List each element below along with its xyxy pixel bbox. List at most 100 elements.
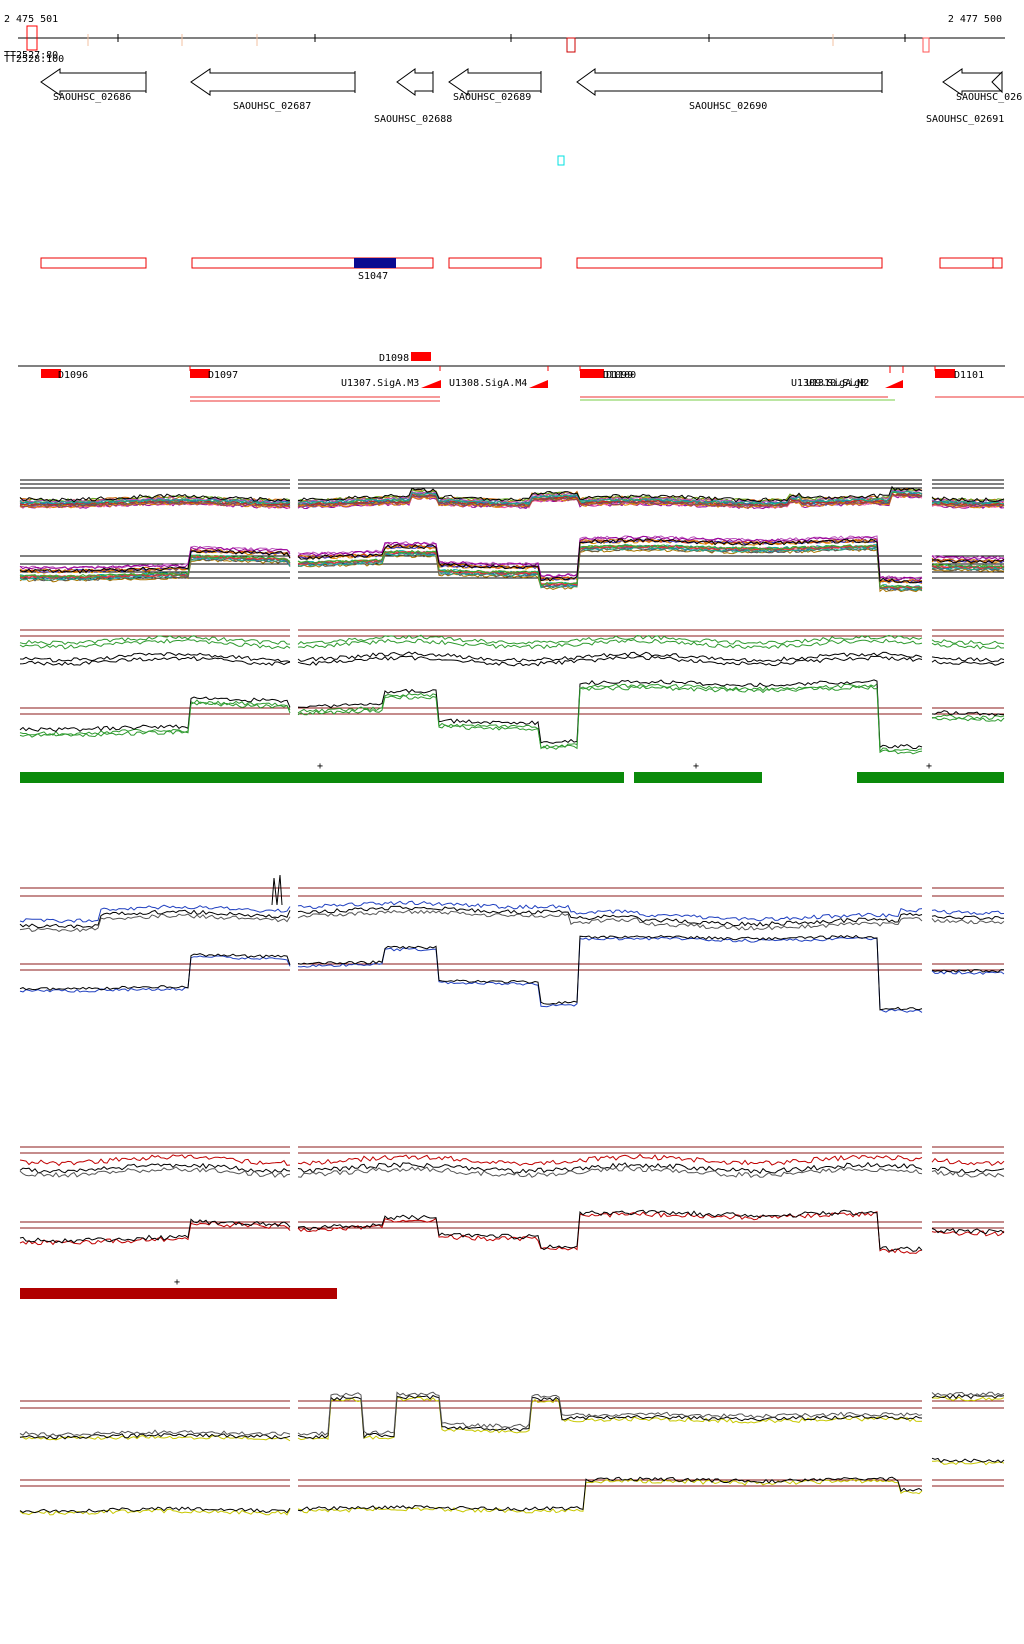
signal-trace <box>931 1170 1005 1178</box>
signal-trace <box>297 490 923 505</box>
signal-trace <box>297 1478 923 1514</box>
ruler-highlight <box>26 25 38 51</box>
feature-track: D1098 D1096 D1097 U1307.SigA.M3 U1308.Si… <box>18 352 1024 402</box>
overlap-label: TT2527:80 <box>4 50 58 61</box>
signal-trace <box>297 544 922 589</box>
feature-block[interactable] <box>580 369 604 378</box>
signal-trace <box>19 913 291 933</box>
signal-trace <box>297 685 923 755</box>
signal-trace <box>19 652 291 663</box>
gene-label: SAOUHSC_02690 <box>689 101 767 112</box>
signal-trace <box>19 638 291 650</box>
signal-trace <box>297 651 923 663</box>
gene-arrow[interactable] <box>40 68 147 96</box>
feature-label: U1310.SigB <box>806 378 866 389</box>
gene-arrow[interactable] <box>190 68 356 96</box>
feature-label: U1308.SigA.M4 <box>449 378 527 389</box>
signal-trace <box>931 1228 1005 1235</box>
signal-trace <box>932 1166 1005 1174</box>
annotation-bars: + + + + <box>20 761 1004 1299</box>
signal-trace <box>931 568 1005 573</box>
track-green <box>19 629 1005 755</box>
signal-trace <box>19 635 291 646</box>
gene-arrow[interactable] <box>576 68 883 96</box>
annotation-bar-green[interactable] <box>20 772 624 783</box>
signal-trace <box>931 1393 1005 1400</box>
signal-trace <box>931 502 1005 508</box>
signal-trace <box>931 909 1005 915</box>
gene-arrow[interactable] <box>942 68 1003 96</box>
ruler-highlight <box>566 37 576 53</box>
signal-trace <box>931 564 1005 569</box>
segment-block[interactable] <box>354 258 396 268</box>
signal-trace <box>297 535 923 581</box>
promoter-marker[interactable] <box>885 380 903 388</box>
signal-trace <box>19 498 291 505</box>
signal-trace <box>297 1211 923 1254</box>
signal-trace <box>297 655 923 667</box>
signal-trace <box>931 555 1005 559</box>
signal-trace <box>19 696 291 732</box>
transcript-box[interactable] <box>448 257 542 269</box>
gene-track: SAOUHSC_02686 SAOUHSC_02687 SAOUHSC_0268… <box>40 68 1022 125</box>
signal-trace <box>931 714 1005 720</box>
signal-trace <box>19 501 291 509</box>
signal-trace <box>931 918 1005 925</box>
feature-label: D1099 <box>603 370 633 381</box>
gene-label: SAOUHSC_02689 <box>453 92 531 103</box>
segment-label: S1047 <box>358 271 388 282</box>
transcript-box[interactable] <box>576 257 883 269</box>
feature-block[interactable] <box>190 369 210 378</box>
feature-block[interactable] <box>935 369 955 378</box>
signal-trace <box>297 485 923 503</box>
signal-trace <box>19 656 291 666</box>
gene-label: SAOUHSC_02688 <box>374 114 452 125</box>
track-multi <box>19 479 1005 593</box>
track-blue <box>19 874 1005 1013</box>
ruler-end-label: 2 477 500 <box>948 14 1002 25</box>
signal-trace <box>297 1166 923 1178</box>
feature-label: D1096 <box>58 370 88 381</box>
signal-trace <box>297 634 923 645</box>
signal-trace <box>931 1457 1005 1464</box>
transcript-box[interactable] <box>191 257 434 269</box>
signal-trace <box>931 639 1005 646</box>
annotation-bar-green[interactable] <box>634 772 762 783</box>
signal-trace <box>19 548 291 573</box>
signal-trace <box>931 558 1005 564</box>
ruler-start-label: 2 475 501 <box>4 14 58 25</box>
signal-trace <box>19 1154 291 1167</box>
annotation-bar-red[interactable] <box>20 1288 337 1299</box>
gene-arrow[interactable] <box>448 68 542 96</box>
signal-trace <box>297 538 923 584</box>
signal-trace <box>297 934 923 1011</box>
signal-trace <box>19 1506 291 1514</box>
signal-trace <box>19 955 291 993</box>
signal-trace <box>297 1476 923 1512</box>
plus-marker: + <box>174 1277 180 1288</box>
signal-trace <box>297 1394 923 1440</box>
signal-trace <box>19 493 291 503</box>
plus-marker: + <box>926 761 932 772</box>
feature-block[interactable] <box>411 352 431 361</box>
plus-marker: + <box>317 761 323 772</box>
segment-track: S1047 <box>40 257 1003 282</box>
gene-arrow[interactable] <box>396 68 434 96</box>
feature-label: U1309.SigA.M2 <box>791 378 869 389</box>
annotation-bar-green[interactable] <box>857 772 1004 783</box>
signal-trace <box>19 1218 291 1244</box>
signal-trace <box>19 909 291 929</box>
promoter-marker[interactable] <box>421 380 441 388</box>
promoter-marker[interactable] <box>529 380 548 388</box>
feature-block[interactable] <box>41 369 61 378</box>
transcript-box[interactable] <box>939 257 1003 269</box>
transcript-box[interactable] <box>40 257 147 269</box>
feature-label: D1097 <box>208 370 238 381</box>
signal-trace <box>932 1460 1005 1466</box>
signal-trace <box>297 905 923 927</box>
signal-trace <box>297 493 923 508</box>
signal-trace <box>931 659 1005 666</box>
signal-trace <box>297 1396 923 1441</box>
signal-trace <box>297 679 923 749</box>
